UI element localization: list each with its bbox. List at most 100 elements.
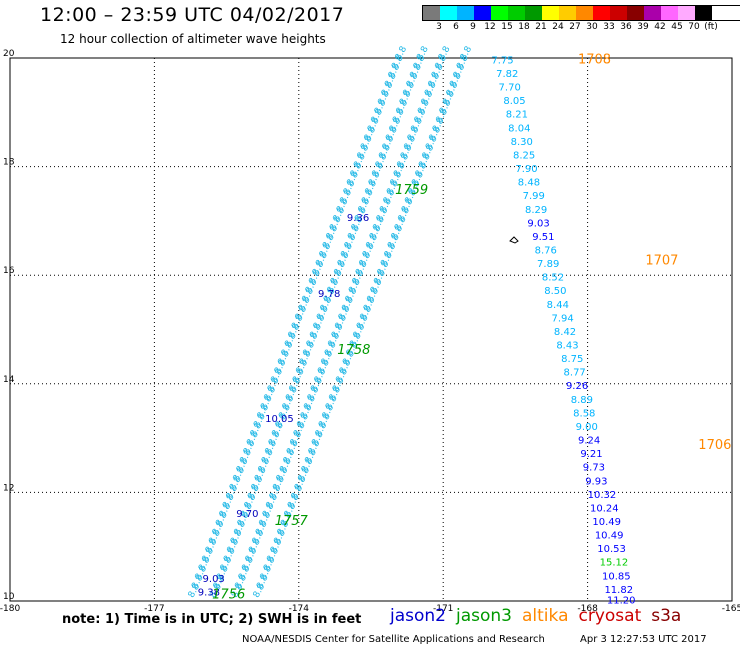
right-track-value: 10.24: [590, 503, 619, 514]
axis-labels: -180 -177 -174 -171 -168 -165 10 12 14 16 18 20: [0, 49, 740, 614]
legend-swatch: [661, 6, 678, 20]
left-track-value: 10.05: [265, 414, 294, 425]
legend-label: (ft): [704, 22, 718, 32]
legend-label: 3: [436, 22, 442, 32]
right-track-value: 8.48: [518, 178, 540, 189]
right-track-value: 8.75: [561, 354, 583, 365]
right-track-value: 7.89: [537, 259, 559, 270]
latitude-label: 18: [3, 158, 15, 168]
right-track-value: 9.00: [576, 422, 598, 433]
satellite-label: cryosat: [578, 606, 642, 626]
credit-line: NOAA/NESDIS Center for Satellite Applica…: [242, 634, 545, 645]
right-track-value: 8.89: [571, 395, 593, 406]
right-pass-label: 1708: [578, 52, 611, 67]
right-track-value: 10.53: [597, 544, 626, 555]
footer-note: note: 1) Time is in UTC; 2) SWH is in fe…: [62, 612, 362, 627]
right-track-value: 7.90: [515, 164, 537, 175]
right-track-value: 9.93: [585, 476, 607, 487]
swath-mark: 8.8: [415, 45, 431, 63]
right-track-value: 11.82: [604, 585, 633, 596]
left-pass-label: 1759: [395, 183, 428, 198]
swath-mark: 8.8: [394, 45, 410, 63]
right-pass-label: 1707: [645, 253, 678, 268]
satellite-label: jason2: [390, 606, 446, 626]
right-track-value: 8.76: [535, 245, 557, 256]
right-track-value: 9.24: [578, 436, 600, 447]
right-track-value: 9.51: [532, 232, 554, 243]
right-track-value: 7.82: [496, 69, 518, 80]
legend-label: 36: [620, 22, 632, 32]
longitude-label: -168: [577, 604, 598, 614]
satellite-label: altika: [522, 606, 569, 626]
legend-label: 30: [586, 22, 598, 32]
longitude-label: -177: [144, 604, 164, 614]
longitude-label: -165: [722, 604, 740, 614]
longitude-label: -174: [289, 604, 310, 614]
legend-label: 12: [484, 22, 496, 32]
right-track-value: 7.99: [523, 191, 545, 202]
left-track-value: 9.38: [198, 588, 220, 599]
right-track-value: 8.04: [508, 123, 530, 134]
legend-label: 21: [535, 22, 547, 32]
right-track-value: 8.58: [573, 408, 595, 419]
longitude-label: -180: [0, 604, 20, 614]
left-track-value: 9.78: [318, 289, 340, 300]
legend-swatch: [474, 6, 491, 20]
right-track-value: 10.32: [588, 490, 617, 501]
legend-swatch: [508, 6, 525, 20]
right-track-value: 9.03: [527, 218, 549, 229]
satellite-label: s3a: [651, 606, 682, 626]
page-title: 12:00 – 23:59 UTC 04/02/2017: [40, 4, 345, 26]
legend-label: 18: [518, 22, 530, 32]
satellite-legend: jason2 jason3 altika cryosat s3a: [390, 606, 691, 626]
right-track-value: 8.44: [547, 300, 569, 311]
right-track-value: 7.70: [499, 83, 521, 94]
legend-swatch: [542, 6, 559, 20]
legend-swatch: [678, 6, 695, 20]
legend-swatch: [644, 6, 661, 20]
legend-swatch: [457, 6, 474, 20]
right-track-value: 9.21: [580, 449, 602, 460]
right-track-value: 7.94: [552, 313, 574, 324]
right-track-value: 10.49: [595, 531, 624, 542]
color-legend: 3 6 9 12 15 18 21 24 27 30 33 36 39 42 45 70 (ft): [422, 5, 740, 33]
left-pass-label: 1756: [212, 587, 245, 602]
legend-label: 45: [671, 22, 683, 32]
legend-label: 27: [569, 22, 581, 32]
legend-swatch: [440, 6, 457, 20]
latitude-label: 14: [3, 375, 15, 385]
right-track-value: 8.30: [511, 137, 533, 148]
legend-swatch: [423, 6, 440, 20]
latitude-label: 16: [3, 266, 15, 276]
legend-label: 9: [470, 22, 476, 32]
right-track-value: 8.43: [556, 341, 578, 352]
longitude-label: -171: [433, 604, 453, 614]
page-subtitle: 12 hour collection of altimeter wave hei…: [60, 32, 326, 46]
legend-swatch: [525, 6, 542, 20]
legend-label: 33: [603, 22, 615, 32]
right-track-value: 10.85: [602, 571, 631, 582]
latitude-label: 10: [3, 592, 15, 602]
right-track-value: 8.50: [544, 286, 566, 297]
generated-timestamp: Apr 3 12:27:53 UTC 2017: [580, 634, 707, 645]
right-pass-label: 1706: [698, 438, 731, 453]
left-track: 9.38 9.03 9.70 10.05 9.78 9.36 1756 1757 1758 175…: [198, 183, 428, 603]
legend-label: 24: [552, 22, 564, 32]
right-track-value: 7.75: [491, 55, 513, 66]
legend-swatch: [627, 6, 644, 20]
right-track-value: 8.05: [503, 96, 525, 107]
left-pass-label: 1758: [337, 343, 370, 358]
right-track-value: 15.12: [600, 558, 629, 569]
legend-swatch: [491, 6, 508, 20]
latitude-label: 12: [3, 483, 14, 493]
right-track-value: 8.42: [554, 327, 576, 338]
left-track-value: 9.03: [203, 574, 225, 585]
legend-swatch: [610, 6, 627, 20]
left-track-value: 9.36: [347, 213, 369, 224]
left-pass-label: 1757: [275, 514, 309, 529]
right-track-value: 8.77: [564, 368, 586, 379]
right-track-value: 8.29: [525, 205, 547, 216]
latitude-label: 20: [3, 49, 15, 59]
legend-swatches: [422, 5, 740, 21]
